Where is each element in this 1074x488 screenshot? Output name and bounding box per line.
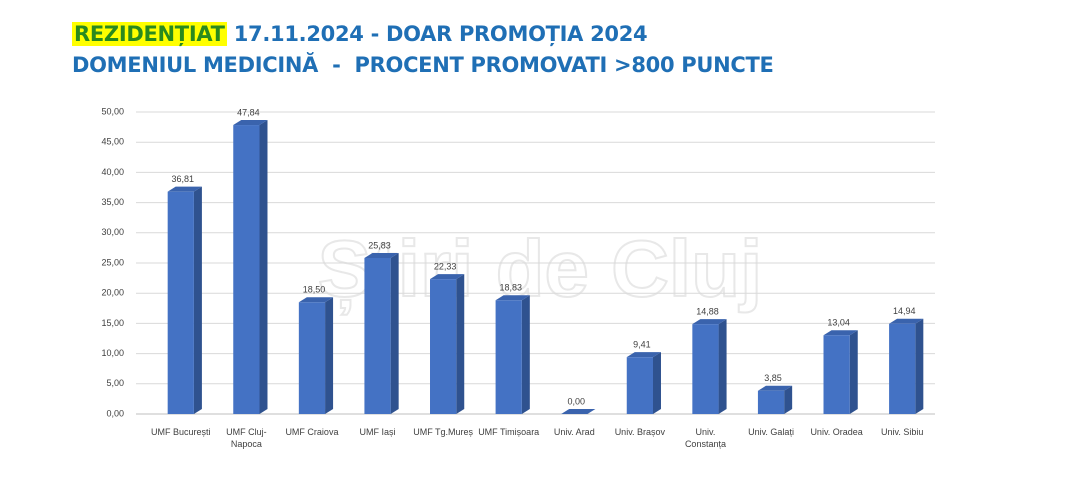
y-tick-label: 20,00 bbox=[101, 288, 124, 298]
y-tick-label: 0,00 bbox=[106, 408, 124, 418]
bar-side bbox=[718, 319, 727, 414]
value-label: 47,84 bbox=[237, 107, 260, 117]
y-tick-label: 30,00 bbox=[101, 227, 124, 237]
bar bbox=[626, 357, 653, 414]
bar bbox=[692, 324, 719, 414]
y-tick-label: 35,00 bbox=[101, 197, 124, 207]
bar-top bbox=[298, 297, 334, 303]
y-tick-label: 50,00 bbox=[101, 106, 124, 116]
value-label: 13,04 bbox=[827, 318, 850, 328]
bar-top bbox=[167, 186, 202, 192]
bar bbox=[823, 335, 850, 414]
x-tick-label: UMF Craiova bbox=[285, 427, 339, 437]
bar bbox=[889, 323, 916, 414]
bar-top bbox=[823, 330, 858, 336]
y-tick-label: 45,00 bbox=[101, 137, 124, 147]
value-label: 36,81 bbox=[172, 174, 195, 184]
bar-side bbox=[652, 352, 661, 414]
bar-top bbox=[364, 252, 399, 258]
y-tick-label: 5,00 bbox=[106, 378, 124, 388]
y-tick-label: 25,00 bbox=[101, 257, 124, 267]
x-tick-label: Univ. Constanța bbox=[684, 427, 726, 449]
x-tick-label: Univ. Brașov bbox=[614, 427, 666, 437]
x-tick-label: UMF Timișoara bbox=[478, 427, 540, 437]
y-tick-label: 10,00 bbox=[101, 348, 124, 358]
bar bbox=[430, 279, 457, 414]
bar-side bbox=[390, 252, 399, 414]
bar-side bbox=[325, 297, 334, 414]
x-tick-label: UMF Iași bbox=[359, 427, 396, 437]
bar-side bbox=[784, 385, 793, 414]
x-tick-label: Univ. Arad bbox=[553, 427, 595, 437]
bar-top bbox=[430, 274, 465, 280]
bar bbox=[495, 300, 522, 414]
y-tick-label: 15,00 bbox=[101, 318, 124, 328]
value-label: 14,88 bbox=[696, 306, 719, 316]
bar-side bbox=[259, 120, 268, 415]
title-highlight: REZIDENȚIAT bbox=[72, 22, 227, 46]
x-tick-label: Univ. Oradea bbox=[810, 427, 863, 437]
value-label: 14,94 bbox=[893, 306, 916, 316]
title-line: REZIDENȚIAT 17.11.2024 - DOAR PROMOȚIA 2… bbox=[72, 22, 648, 46]
bar-top bbox=[757, 385, 793, 391]
bar-top bbox=[692, 319, 727, 325]
chart-title: 17.11.2024 - DOAR PROMOȚIA 2024 bbox=[233, 22, 648, 46]
bar-top bbox=[889, 318, 924, 324]
x-tick-label: UMF Tg.Mureș bbox=[413, 427, 474, 437]
x-tick-label: UMF Cluj-Napoca bbox=[226, 427, 267, 449]
bar bbox=[298, 302, 326, 414]
bar bbox=[167, 191, 194, 414]
bar-top bbox=[233, 120, 268, 126]
bar-top bbox=[626, 352, 661, 358]
x-tick-label: Univ. Sibiu bbox=[881, 427, 924, 437]
bar bbox=[364, 257, 391, 414]
chart-subtitle: DOMENIUL MEDICINĂ - PROCENT PROMOVATI >8… bbox=[72, 53, 774, 77]
bar-side bbox=[849, 330, 858, 414]
bar-side bbox=[521, 295, 530, 414]
bar-side bbox=[456, 274, 465, 414]
bar-side bbox=[193, 186, 202, 414]
x-tick-label: Univ. Galați bbox=[748, 427, 794, 437]
bar-side bbox=[915, 318, 924, 414]
bar bbox=[757, 390, 785, 414]
value-label: 18,83 bbox=[499, 283, 522, 293]
value-label: 25,83 bbox=[368, 240, 391, 250]
x-tick-label: UMF București bbox=[151, 427, 211, 437]
value-label: 18,50 bbox=[303, 285, 326, 295]
value-label: 22,33 bbox=[434, 262, 457, 272]
value-label: 0,00 bbox=[568, 396, 586, 406]
bar-top bbox=[561, 409, 596, 414]
value-label: 9,41 bbox=[633, 340, 651, 350]
y-tick-label: 40,00 bbox=[101, 167, 124, 177]
bar bbox=[233, 125, 260, 415]
value-label: 3,85 bbox=[764, 373, 782, 383]
bar-top bbox=[495, 295, 530, 301]
